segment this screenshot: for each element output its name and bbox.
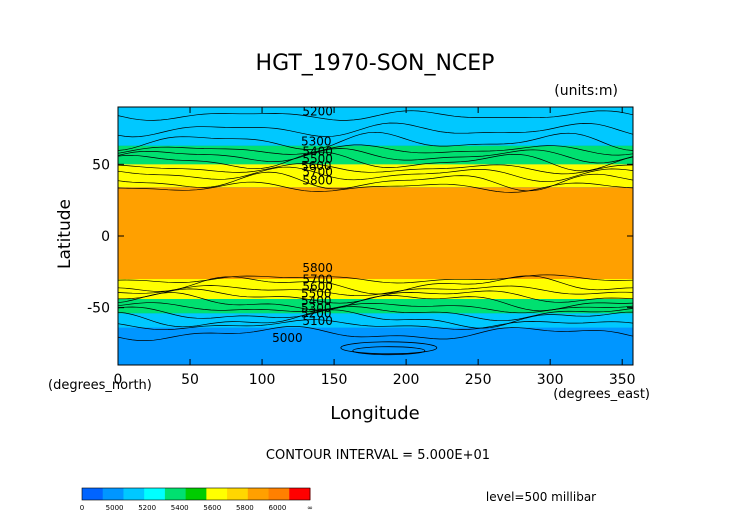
x-tick-label: 250 <box>465 372 492 388</box>
contour-line <box>117 166 634 183</box>
contour-label: 5800 <box>302 261 333 275</box>
colorbar-swatch <box>82 488 104 500</box>
colorbar-label: 5800 <box>236 504 254 512</box>
band-fill <box>118 313 633 328</box>
contour-line <box>117 275 634 295</box>
y-tick-label: -50 <box>87 301 110 317</box>
contour-line <box>117 274 634 284</box>
colorbar-swatch <box>268 488 290 500</box>
colorbar-swatch <box>247 488 270 500</box>
contour-label: 5700 <box>302 165 333 179</box>
colorbar-swatch <box>185 488 207 500</box>
colorbar-swatch <box>227 488 249 500</box>
chart-title: HGT_1970-SON_NCEP <box>256 51 495 76</box>
contour-line <box>117 285 634 297</box>
colorbar-frame <box>81 487 311 501</box>
contour-line <box>117 171 634 192</box>
x-unit-label: (degrees_east) <box>553 387 650 402</box>
contour-line <box>117 148 634 164</box>
band-fill <box>118 107 633 146</box>
contour-label: 5600 <box>302 279 333 293</box>
band-fill <box>118 327 633 365</box>
contour-line <box>117 163 634 175</box>
x-tick-label: 50 <box>181 372 199 388</box>
colorbar-label: ∞ <box>307 504 313 512</box>
y-axis-title: Latitude <box>55 199 75 269</box>
colorbar-swatch <box>289 488 311 500</box>
contour-label: 5200 <box>302 105 333 119</box>
band-fill <box>118 279 633 300</box>
x-tick-label: 100 <box>249 372 276 388</box>
contour-label: 5300 <box>301 301 332 315</box>
contour-line <box>117 302 634 314</box>
colorbar-label: 6000 <box>269 504 287 512</box>
y-tick-label: 50 <box>92 157 110 173</box>
contour-label: 5400 <box>302 145 333 159</box>
colorbar: 0 5000 5200 5400 5600 5800 6000 ∞ <box>80 487 313 512</box>
colorbar-swatch <box>123 488 145 500</box>
colorbar-swatch <box>144 488 166 500</box>
x-tick-label: 200 <box>393 372 420 388</box>
contour-label: 5400 <box>301 294 332 308</box>
contour-line <box>117 131 634 151</box>
contour-label: 5500 <box>302 152 333 166</box>
colorbar-label: 0 <box>80 504 84 512</box>
contour-line <box>340 341 438 355</box>
contour-line <box>352 346 426 356</box>
contour-label: 5000 <box>272 331 303 345</box>
x-tick-label: 350 <box>609 372 636 388</box>
level-text: level=500 millibar <box>486 490 596 504</box>
colorbar-label: 5400 <box>171 504 189 512</box>
colorbar-label: 5200 <box>138 504 156 512</box>
contour-line <box>117 110 634 121</box>
contour-line <box>118 288 634 304</box>
colorbar-swatch <box>164 488 187 500</box>
contour-line <box>117 151 634 172</box>
band-fill <box>118 164 633 188</box>
contour-label: 5500 <box>301 287 332 301</box>
contour-line <box>117 306 634 322</box>
y-unit-label: (degrees_north) <box>48 378 152 393</box>
x-tick-label: 0 <box>114 372 123 388</box>
contour-line <box>117 144 634 156</box>
band-fill <box>118 236 633 279</box>
contour-label: 5700 <box>302 272 333 286</box>
plot-area: 5200530054005500560057005800580057005600… <box>87 105 635 388</box>
band-fill <box>118 187 633 236</box>
contour-line <box>117 319 634 331</box>
x-tick-label: 150 <box>321 372 348 388</box>
contour-line <box>117 309 634 329</box>
contour-interval-text: CONTOUR INTERVAL = 5.000E+01 <box>266 448 490 463</box>
contour-label: 5600 <box>301 159 332 173</box>
contour-label: 5800 <box>302 173 333 187</box>
colorbar-label: 5000 <box>106 504 124 512</box>
units-label: (units:m) <box>554 83 618 99</box>
contour-label: 5100 <box>302 314 333 328</box>
colorbar-swatch <box>102 488 124 500</box>
contour-line <box>117 122 634 138</box>
contour-line <box>117 326 634 341</box>
y-tick-label: 0 <box>101 229 110 245</box>
x-axis-title: Longitude <box>330 403 420 424</box>
band-fill <box>118 299 633 314</box>
colorbar-swatch <box>206 488 228 500</box>
contour-label: 5300 <box>301 135 332 149</box>
colorbar-label: 5600 <box>203 504 221 512</box>
contour-label: 5200 <box>301 307 332 321</box>
x-tick-label: 300 <box>537 372 564 388</box>
contour-line <box>117 181 634 193</box>
